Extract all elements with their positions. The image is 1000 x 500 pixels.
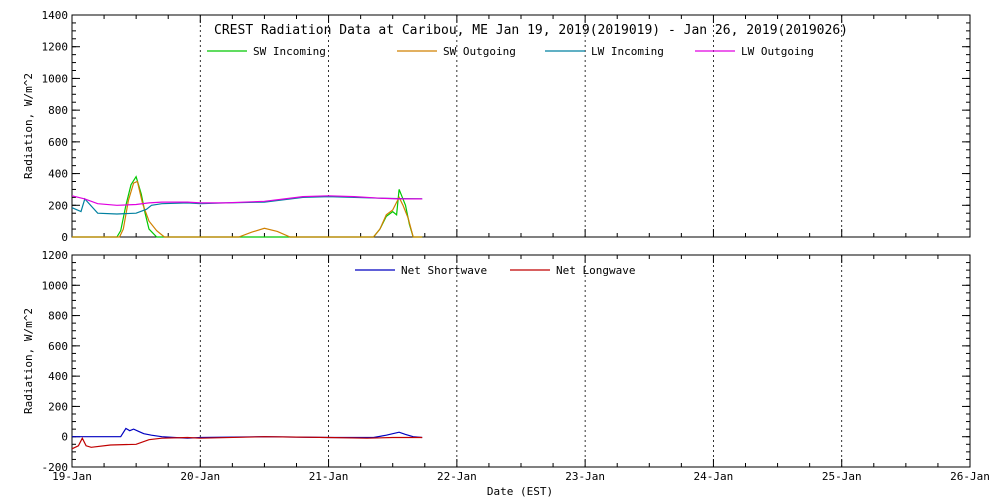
x-tick-label: 25-Jan bbox=[822, 470, 862, 483]
y-tick-label: 200 bbox=[48, 400, 68, 413]
plot-frame bbox=[71, 254, 971, 468]
x-tick-label: 24-Jan bbox=[694, 470, 734, 483]
y-tick-label: -200 bbox=[42, 461, 69, 474]
series-line-lw-outgoing bbox=[71, 195, 423, 206]
series-line-sw-incoming bbox=[72, 175, 423, 238]
chart-title: CREST Radiation Data at Caribou, ME Jan … bbox=[214, 23, 848, 38]
y-axis-label: Radiation, W/m^2 bbox=[22, 308, 35, 414]
y-tick-label: 800 bbox=[48, 104, 68, 117]
x-tick-label: 20-Jan bbox=[180, 470, 220, 483]
legend-label: SW Outgoing bbox=[443, 45, 516, 58]
series-line-lw-incoming bbox=[71, 195, 423, 215]
x-tick-label: 22-Jan bbox=[437, 470, 477, 483]
y-tick-label: 800 bbox=[48, 310, 68, 323]
series-line-net-longwave bbox=[71, 436, 423, 450]
legend-label: Net Shortwave bbox=[401, 264, 487, 277]
y-tick-label: 1000 bbox=[42, 279, 69, 292]
legend-label: LW Incoming bbox=[591, 45, 664, 58]
legend-label: LW Outgoing bbox=[741, 45, 814, 58]
top-panel: 0 200 400 600 800 1000 1200 1400 Radiation, W/m^… bbox=[22, 9, 971, 244]
x-tick-label: 21-Jan bbox=[309, 470, 349, 483]
y-tick-label: 0 bbox=[61, 231, 68, 244]
legend-label: Net Longwave bbox=[556, 264, 635, 277]
x-tick-label: 19-Jan bbox=[52, 470, 92, 483]
x-tick-label: 23-Jan bbox=[565, 470, 605, 483]
y-tick-label: 600 bbox=[48, 136, 68, 149]
x-tick-label: 26-Jan bbox=[950, 470, 990, 483]
y-tick-label: 200 bbox=[48, 199, 68, 212]
y-axis-label: Radiation, W/m^2 bbox=[22, 73, 35, 179]
y-tick-label: 400 bbox=[48, 370, 68, 383]
y-tick-label: 1400 bbox=[42, 9, 69, 22]
y-tick-label: 1000 bbox=[42, 72, 69, 85]
y-tick-label: 400 bbox=[48, 168, 68, 181]
y-tick-label: 1200 bbox=[42, 249, 69, 262]
x-axis-label: Date (EST) bbox=[487, 485, 553, 498]
bottom-panel: -200 0 200 400 600 800 1000 1200 19-Jan 20-Jan 21-… bbox=[22, 249, 990, 483]
y-tick-label: 0 bbox=[61, 431, 68, 444]
legend-label: SW Incoming bbox=[253, 45, 326, 58]
y-tick-label: 600 bbox=[48, 340, 68, 353]
y-tick-label: 1200 bbox=[42, 41, 69, 54]
